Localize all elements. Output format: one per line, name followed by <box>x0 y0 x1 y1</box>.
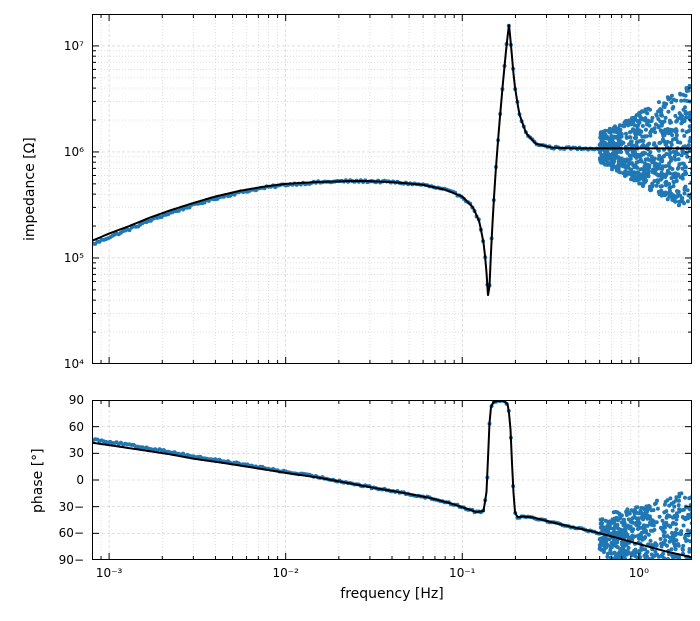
phase-ytick-label: −30 <box>59 500 84 514</box>
x-axis-label: frequency [Hz] <box>340 586 443 602</box>
phase-panel <box>92 400 692 560</box>
bode-plot-figure: 10⁴ 10⁵ 10⁶ 10⁷ impedance [Ω] −90 −60 −30 0 30 60 9… <box>0 0 700 621</box>
magnitude-ytick-label: 10⁴ <box>64 357 84 371</box>
phase-ytick-label: 60 <box>69 420 84 434</box>
phase-ytick-label: 30 <box>69 446 84 460</box>
magnitude-ytick-label: 10⁵ <box>64 251 84 265</box>
xtick-label: 10⁻¹ <box>449 566 475 580</box>
xtick-label: 10⁰ <box>629 566 649 580</box>
xtick-label: 10⁻² <box>272 566 298 580</box>
phase-ytick-label: −60 <box>59 526 84 540</box>
magnitude-ytick-label: 10⁶ <box>64 145 84 159</box>
phase-ytick-label: 0 <box>76 473 84 487</box>
magnitude-panel <box>92 14 692 364</box>
magnitude-y-axis-label: impedance [Ω] <box>22 137 38 241</box>
phase-ytick-label: −90 <box>59 553 84 567</box>
phase-ytick-label: 90 <box>69 393 84 407</box>
magnitude-ytick-label: 10⁷ <box>64 39 84 53</box>
phase-y-axis-label: phase [°] <box>30 448 46 513</box>
xtick-label: 10⁻³ <box>96 566 122 580</box>
